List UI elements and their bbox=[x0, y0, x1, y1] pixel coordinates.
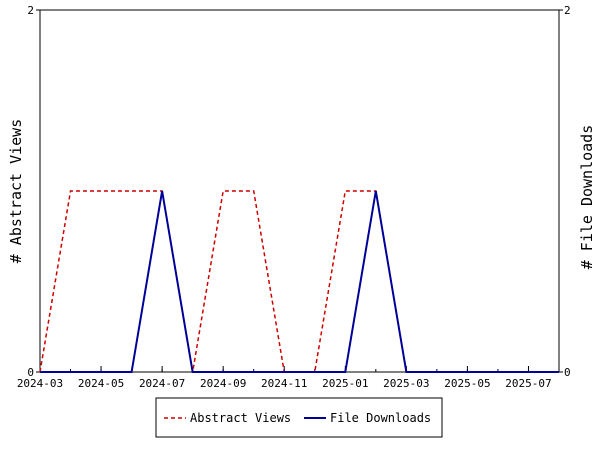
y-left-tick-label: 0 bbox=[27, 366, 34, 379]
x-tick-label: 2024-11 bbox=[261, 377, 307, 390]
y-left-axis-title: # Abstract Views bbox=[7, 119, 25, 264]
legend-label-file-downloads: File Downloads bbox=[330, 411, 431, 425]
plot-frame bbox=[39, 9, 560, 373]
x-tick-label: 2025-07 bbox=[505, 377, 551, 390]
legend: Abstract Views File Downloads bbox=[155, 397, 443, 438]
x-tick-label: 2024-05 bbox=[78, 377, 124, 390]
legend-label-abstract-views: Abstract Views bbox=[190, 411, 291, 425]
x-tick-label: 2025-01 bbox=[322, 377, 368, 390]
axis-ticks: 2024-03 2024-05 2024-07 2024-09 2024-11 2025-… bbox=[17, 4, 571, 390]
x-tick-label: 2024-07 bbox=[139, 377, 185, 390]
y-right-axis-title: # File Downloads bbox=[578, 125, 596, 270]
series-line-abstract-views bbox=[39, 190, 559, 373]
legend-box bbox=[155, 397, 443, 438]
series-layer bbox=[39, 190, 559, 373]
x-tick-label: 2024-03 bbox=[17, 377, 63, 390]
x-tick-label: 2025-03 bbox=[383, 377, 429, 390]
series-line-file-downloads bbox=[40, 190, 559, 373]
y-right-tick-label: 2 bbox=[564, 4, 571, 17]
x-tick-label: 2025-05 bbox=[444, 377, 490, 390]
y-right-tick-label: 0 bbox=[564, 366, 571, 379]
y-left-tick-label: 2 bbox=[27, 4, 34, 17]
x-tick-label: 2024-09 bbox=[200, 377, 246, 390]
plot-area bbox=[39, 9, 560, 373]
